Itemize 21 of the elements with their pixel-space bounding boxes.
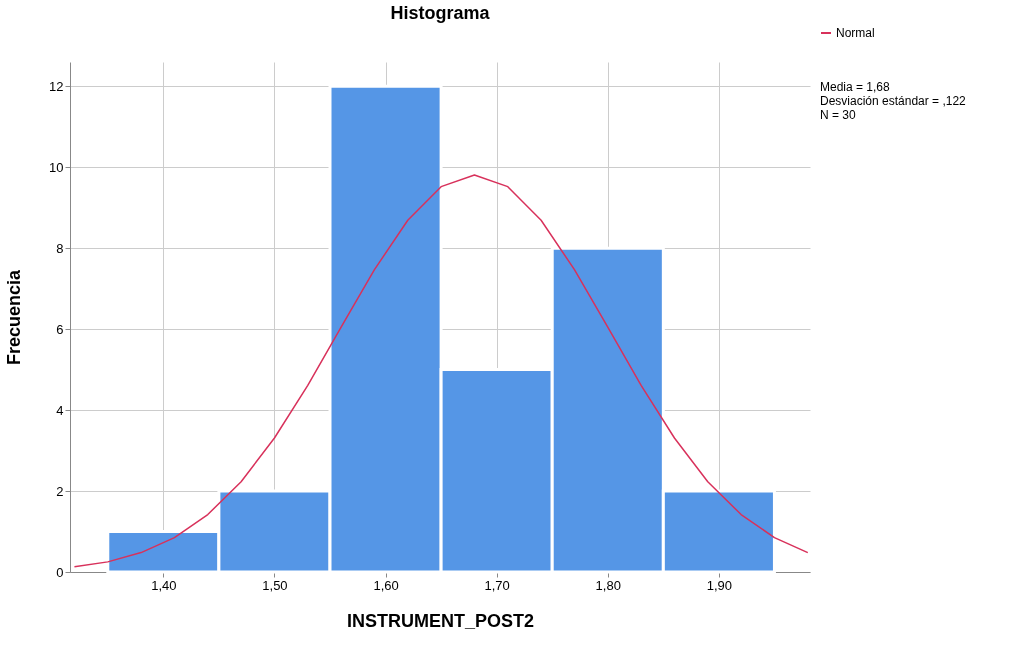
- line-series: [73, 174, 809, 568]
- text: N = 30: [820, 108, 857, 122]
- y-tick-label: 8: [56, 240, 64, 256]
- y-tick-label: 0: [56, 564, 64, 580]
- y-axis-title: Frecuencia: [4, 268, 25, 366]
- y-tick-label: 12: [49, 78, 64, 94]
- x-tick-label: 1,70: [484, 577, 510, 593]
- text: Media = 1,68: [820, 80, 891, 94]
- x-tick-label: 1,80: [595, 577, 621, 593]
- y-tick-label: 2: [56, 483, 64, 499]
- x-axis-title: INSTRUMENT_POST2: [346, 610, 535, 631]
- y-tick-label: 4: [56, 402, 64, 418]
- x-tick-label: 1,40: [151, 577, 177, 593]
- x-tick-label: 1,60: [373, 577, 399, 593]
- x-tick-label: 1,90: [706, 577, 733, 593]
- legend-label: Normal: [836, 26, 875, 40]
- y-tick-label: 6: [56, 321, 64, 337]
- y-tick-label: 10: [49, 159, 64, 175]
- x-tick-label: 1,50: [262, 577, 288, 593]
- text: Desviación estándar = ,122: [820, 94, 967, 108]
- chart-title: Histograma: [390, 3, 491, 23]
